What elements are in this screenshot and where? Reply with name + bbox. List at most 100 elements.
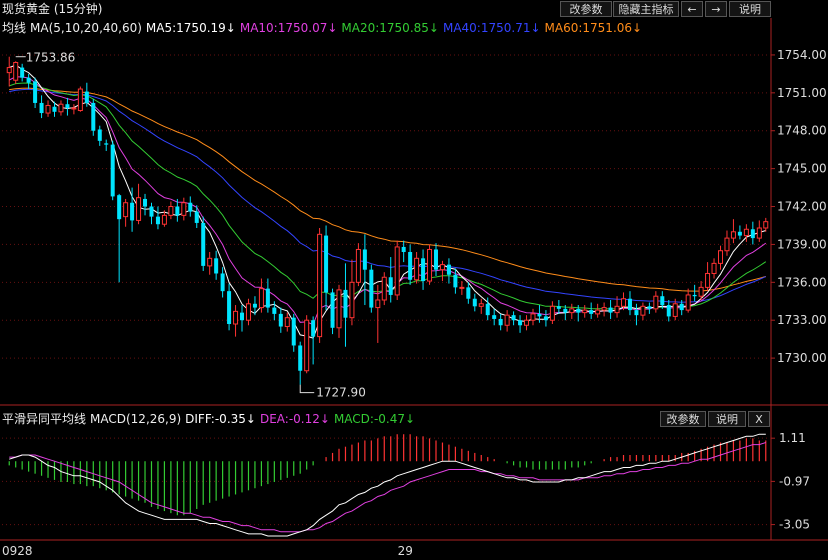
candle-body: [58, 103, 64, 113]
candle: [401, 240, 406, 263]
candle-body: [750, 229, 755, 239]
candle-body: [601, 307, 607, 311]
candle-body: [381, 276, 387, 301]
candle-body: [123, 202, 129, 218]
candle: [576, 305, 581, 322]
candle-body: [472, 298, 477, 307]
candle-body: [530, 313, 536, 321]
candle: [763, 217, 769, 232]
macd-legend-name: 平滑异同平均线: [2, 412, 87, 426]
scroll-right-button[interactable]: →: [705, 1, 727, 17]
candle: [265, 278, 270, 313]
ma20-line: [9, 82, 767, 310]
candle: [627, 291, 632, 316]
candle-body: [265, 288, 270, 308]
candle-body: [388, 277, 393, 295]
candle: [569, 303, 575, 319]
candle-body: [595, 309, 601, 315]
candle-body: [608, 307, 613, 313]
candle: [214, 250, 219, 280]
candle: [6, 56, 12, 87]
price-tick-label: 1748.00: [777, 124, 827, 138]
macd-help-button[interactable]: 说明: [708, 411, 746, 427]
candle: [614, 296, 620, 318]
candle-body: [252, 303, 257, 308]
candle: [504, 310, 510, 332]
candle-body: [201, 222, 206, 266]
high-annotation: 1753.86: [26, 51, 76, 65]
candle-body: [136, 197, 142, 221]
candle: [511, 311, 516, 326]
candle: [201, 216, 206, 271]
candle-body: [161, 214, 167, 225]
candle: [737, 225, 742, 240]
candle: [155, 206, 160, 230]
diff-legend: DIFF:-0.35↓: [185, 412, 256, 426]
price-tick-label: 1742.00: [777, 200, 827, 214]
candle: [666, 300, 671, 322]
candle: [13, 61, 19, 84]
candle: [472, 293, 477, 312]
candle: [498, 313, 503, 331]
candle-body: [304, 319, 310, 372]
candle: [330, 288, 335, 335]
candle: [77, 86, 83, 112]
candle-body: [6, 67, 12, 74]
candle-body: [155, 216, 160, 225]
candle-body: [679, 303, 684, 311]
candle: [304, 315, 310, 374]
scroll-left-button[interactable]: ←: [681, 1, 703, 17]
candle: [381, 272, 387, 306]
candle: [194, 205, 199, 228]
ma-legend: 均线 MA(5,10,20,40,60) MA5:1750.19↓ MA10:1750…: [2, 19, 646, 37]
candle-body: [207, 257, 213, 267]
candle: [730, 219, 736, 244]
low-annotation: 1727.90: [316, 386, 366, 400]
candle: [750, 221, 755, 245]
candle-body: [653, 295, 659, 310]
ma10-line: [8, 76, 767, 326]
candle: [258, 278, 264, 313]
candle: [33, 77, 38, 108]
candle: [459, 281, 465, 295]
candle-body: [104, 143, 109, 145]
candle: [233, 305, 239, 337]
ma-legend-name: 均线: [2, 21, 27, 35]
ma10-legend: MA10:1750.07↓: [239, 21, 338, 35]
candle: [485, 297, 490, 321]
candle: [621, 292, 627, 311]
candle-body: [660, 296, 665, 306]
candle: [343, 263, 348, 347]
candle-body: [175, 206, 180, 216]
candle-body: [408, 252, 413, 280]
candle: [362, 234, 367, 306]
candle: [311, 316, 316, 365]
candle-body: [84, 91, 89, 103]
hide-main-indicator-button[interactable]: 隐藏主指标: [613, 1, 679, 17]
candle-body: [743, 228, 749, 237]
top-help-button[interactable]: 说明: [729, 1, 771, 17]
candle-body: [110, 144, 115, 197]
candle: [698, 281, 704, 300]
candle-body: [130, 202, 135, 221]
candle: [168, 201, 174, 220]
candle: [660, 291, 665, 309]
candle-body: [478, 303, 484, 307]
candle-body: [52, 106, 57, 112]
dea-legend: DEA:-0.12↓: [259, 412, 330, 426]
top-adjust-params-button[interactable]: 改参数: [560, 1, 612, 17]
macd-adjust-params-button[interactable]: 改参数: [660, 411, 706, 427]
candle: [524, 315, 530, 331]
candle-body: [414, 257, 420, 281]
diff-line: [9, 433, 766, 537]
candle: [589, 302, 594, 319]
candle: [252, 296, 257, 316]
macd-layer: [8, 433, 767, 537]
candle-body: [71, 107, 77, 110]
macd-close-button[interactable]: X: [748, 411, 770, 427]
candle: [756, 220, 762, 242]
candle-body: [149, 206, 154, 217]
candle-body: [556, 306, 561, 309]
candle: [130, 187, 135, 232]
candle-body: [485, 303, 490, 316]
